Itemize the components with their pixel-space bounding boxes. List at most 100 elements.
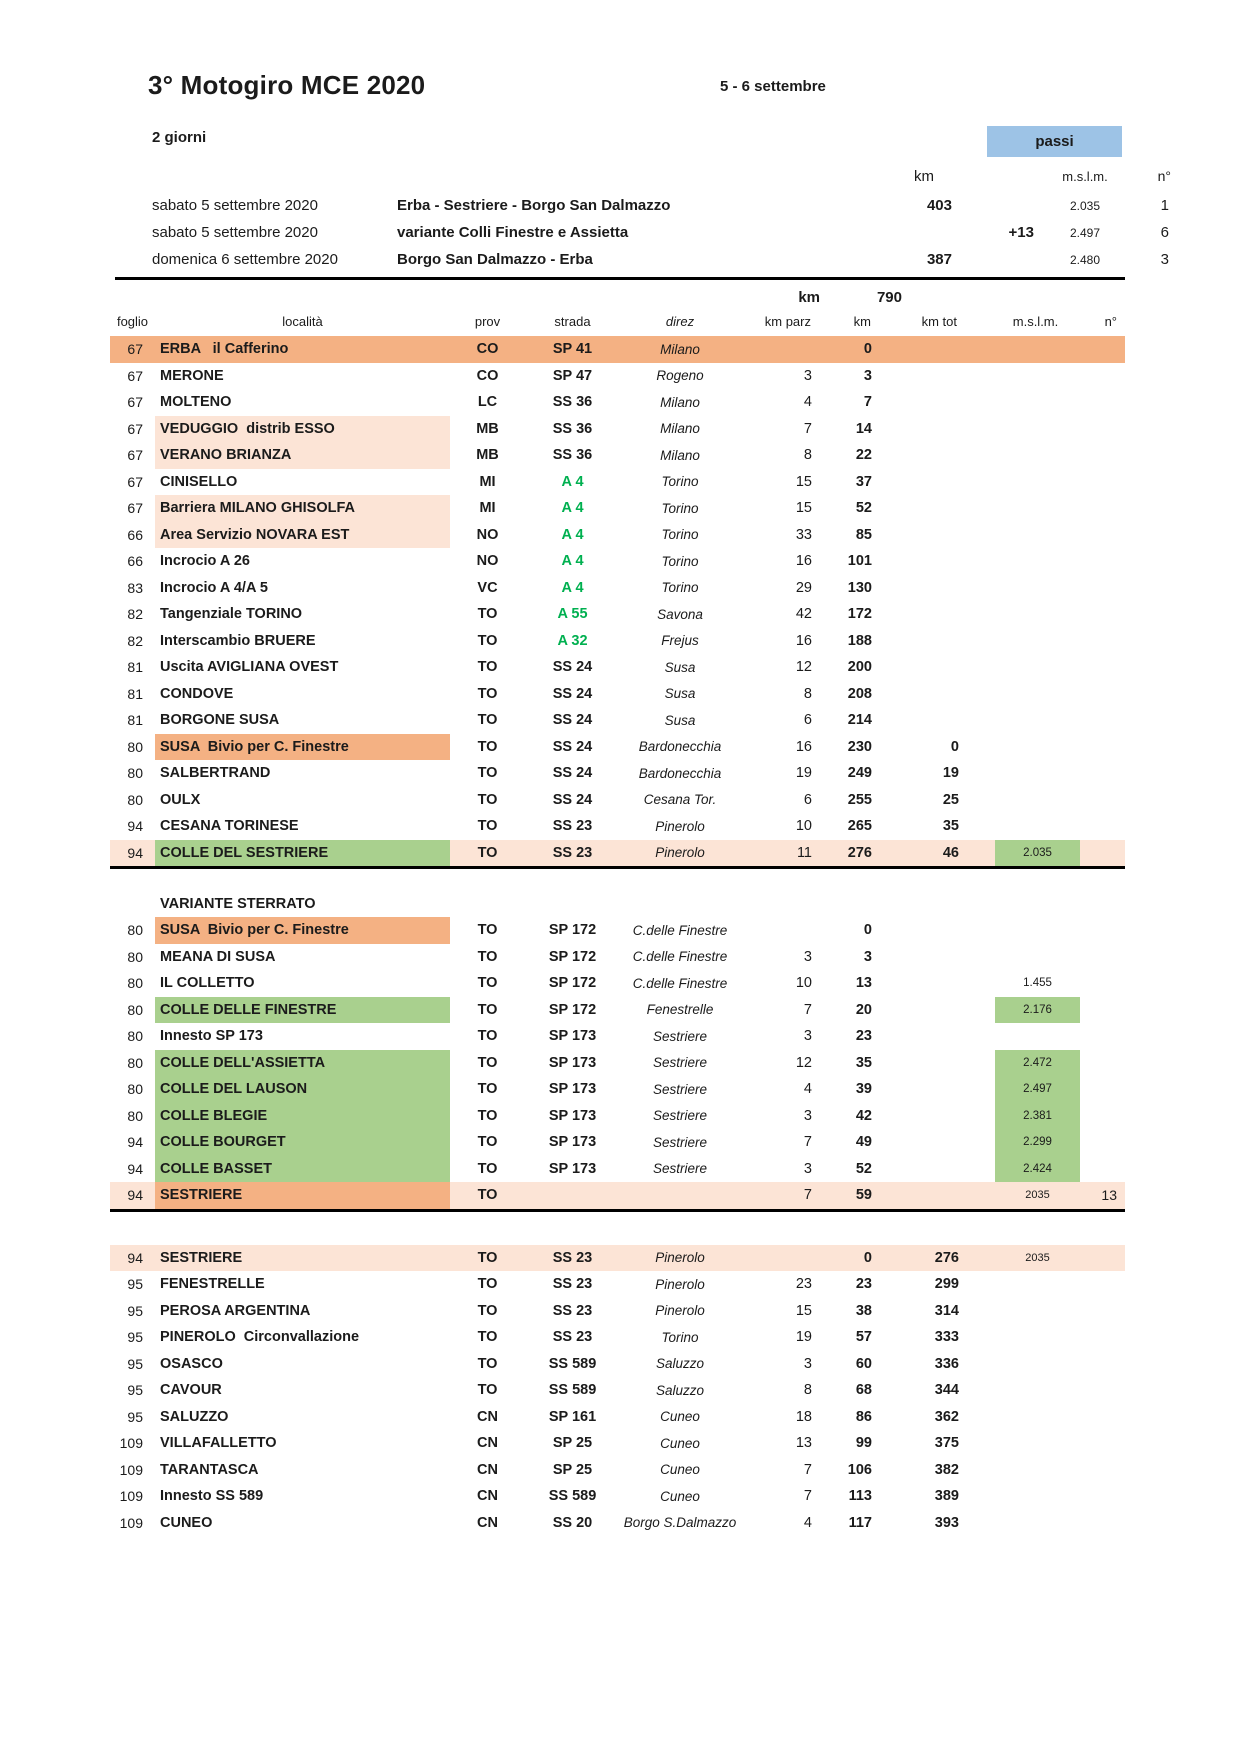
cell-km-parz: 8 [803,1382,812,1399]
cell-localita: COLLE BASSET [155,1155,450,1182]
table-row: 67 CINISELLO MI A 4 Torino 15 37 [110,469,1125,496]
cell-localita: ERBA il Cafferino [155,336,450,363]
cell-prov: TO [477,818,498,835]
cell-foglio: 109 [119,1435,143,1452]
cell-mslm [965,1023,1080,1050]
mslm-value [995,1271,1080,1298]
cell-prov: TO [477,606,498,623]
cell-mslm [965,760,1080,787]
cell-strada: SP 173 [548,1107,597,1124]
table-row: 80 COLLE DEL LAUSON TO SP 173 Sestriere 4 39 2.… [110,1076,1125,1103]
duration-label: 2 giorni [152,129,207,146]
cell-strada: SP 173 [548,1160,597,1177]
cell-prov: TO [477,1134,498,1151]
cell-km-tot [875,469,965,496]
table-row: 109 CUNEO CN SS 20 Borgo S.Dalmazzo 4 117 393 [110,1510,1125,1537]
cell-mslm [965,654,1080,681]
cell-km-parz: 7 [803,1488,812,1505]
cell-km-parz: 6 [803,791,812,808]
cell-km-tot [875,1182,965,1212]
cell-prov: MI [479,473,496,490]
table-row: 67 ERBA il Cafferino CO SP 41 Milano 0 [110,336,1125,363]
cell-strada: SS 23 [552,1329,593,1346]
cell-localita: PEROSA ARGENTINA [160,1302,311,1319]
cell-n [1080,1351,1125,1378]
cell-localita: COLLE DEL LAUSON [155,1076,450,1103]
cell-km-tot: 333 [934,1329,959,1346]
mslm-value [995,1404,1080,1431]
summary-mslm: 2.497 [1069,225,1101,240]
cell-prov: TO [477,632,498,649]
cell-strada: SS 36 [552,394,593,411]
cell-mslm: 2.299 [965,1129,1080,1156]
mslm-value: 2035 [1025,1189,1050,1202]
cell-prov: MB [476,447,499,464]
cell-localita: SESTRIERE [155,1182,450,1212]
cell-km-tot [875,336,965,363]
cell-km-tot: 375 [934,1435,959,1452]
cell-n [1080,469,1125,496]
cell-foglio [110,890,155,917]
cell-mslm [965,944,1080,971]
cell-direz: C.delle Finestre [632,922,728,938]
cell-direz: Milano [660,421,700,437]
cell-localita: Innesto SS 589 [160,1488,264,1505]
table-row: 109 VILLAFALLETTO CN SP 25 Cuneo 13 99 375 [110,1430,1125,1457]
summary-header-km: km [914,167,934,185]
cell-n: 13 [1080,1182,1125,1212]
cell-strada: SS 36 [552,420,593,437]
cell-mslm [965,548,1080,575]
cell-direz: Savona [657,606,703,622]
cell-localita: SALUZZO [160,1408,229,1425]
table-row: 80 SUSA Bivio per C. Finestre TO SS 24 Bardo… [110,733,1125,760]
cell-prov: TO [450,839,525,869]
cell-n [1080,917,1125,944]
summary-km: 387 [926,251,952,268]
cell-direz: Saluzzo [655,1356,705,1372]
mslm-value [995,601,1080,628]
summary-n: 1 [1160,197,1169,214]
mslm-value: 2035 [1025,1251,1050,1264]
cell-prov: NO [476,526,499,543]
mslm-value [995,575,1080,602]
mslm-value [995,654,1080,681]
col-header-km-parz: km parz [764,313,811,329]
summary-mslm: 2.480 [1069,252,1101,267]
cell-strada: A 4 [561,553,584,570]
cell-km: 276 [815,839,875,869]
cell-foglio: 67 [127,367,143,384]
mslm-value [995,1377,1080,1404]
cell-direz: Pinerolo [655,1303,705,1319]
cell-foglio: 81 [127,712,143,729]
cell-prov: TO [477,1276,498,1293]
cell-n [1080,363,1125,390]
table-row: 80 SUSA Bivio per C. Finestre TO SP 172 C.de… [110,917,1125,944]
cell-strada: SP 173 [548,1028,597,1045]
cell-km-parz: 15 [795,500,812,517]
summary-header-spacer [152,160,397,192]
cell-prov: CN [477,1408,498,1425]
cell-km: 172 [847,606,872,623]
table-row: 81 Uscita AVIGLIANA OVEST TO SS 24 Susa 12 200 [110,654,1125,681]
cell-mslm [965,442,1080,469]
cell-n [1080,970,1125,997]
cell-km-parz: 16 [795,632,812,649]
cell-n [1080,1271,1125,1298]
table-row: 80 COLLE DELL'ASSIETTA TO SP 173 Sestriere 12… [110,1049,1125,1076]
cell-prov: CN [477,1488,498,1505]
summary-km [802,219,954,246]
cell-prov: TO [477,1382,498,1399]
cell-foglio: 82 [127,606,143,623]
cell-km-tot [875,1156,965,1183]
cell-foglio: 80 [127,1054,143,1071]
cell-localita: FENESTRELLE [160,1276,265,1293]
cell-foglio: 80 [127,922,143,939]
cell-n [1080,336,1125,363]
cell-foglio: 94 [127,1160,143,1177]
table-row: 80 IL COLLETTO TO SP 172 C.delle Finestre 10 1… [110,970,1125,997]
cell-strada: SP 172 [548,975,597,992]
cell-km: 14 [855,420,872,437]
cell-km: 188 [847,632,872,649]
summary-mslm: 2.035 [1069,198,1101,213]
cell-prov: TO [450,1244,525,1271]
